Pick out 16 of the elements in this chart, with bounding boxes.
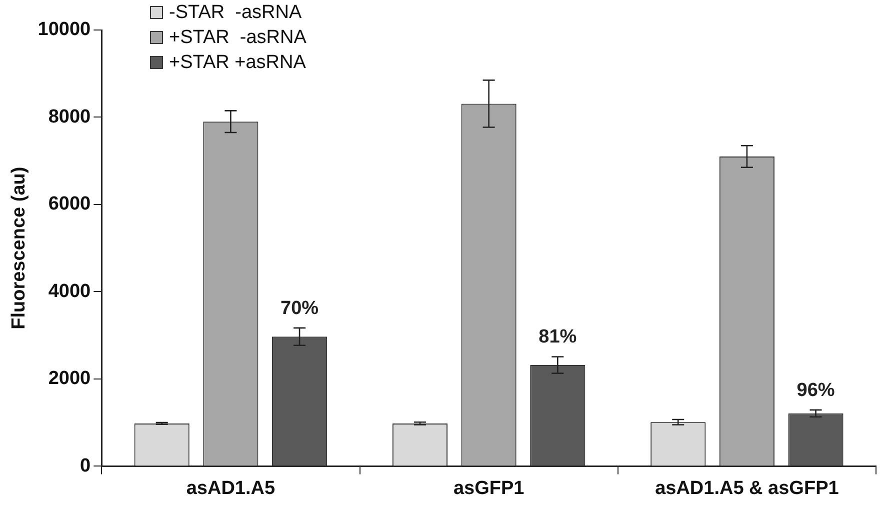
x-tick-label: asAD1.A5 bbox=[186, 478, 276, 499]
x-tick-label: asGFP1 bbox=[453, 478, 525, 499]
y-tick-label: 10000 bbox=[38, 19, 91, 40]
legend-label: +STAR +asRNA bbox=[169, 51, 306, 75]
annotation: 96% bbox=[796, 380, 835, 401]
y-tick-label: 0 bbox=[80, 455, 91, 476]
y-tick-label: 6000 bbox=[48, 194, 91, 215]
legend-label: -STAR -asRNA bbox=[169, 1, 302, 25]
x-tick-label: asAD1.A5 & asGFP1 bbox=[655, 478, 840, 499]
annotation: 70% bbox=[280, 298, 319, 319]
y-tick-label: 2000 bbox=[48, 368, 91, 390]
legend-label: +STAR -asRNA bbox=[169, 26, 306, 50]
y-tick-label: 8000 bbox=[48, 106, 91, 128]
annotation: 81% bbox=[538, 326, 577, 348]
y-tick-label: 4000 bbox=[48, 280, 91, 302]
y-axis-title: Fluorescence (au) bbox=[8, 166, 30, 330]
